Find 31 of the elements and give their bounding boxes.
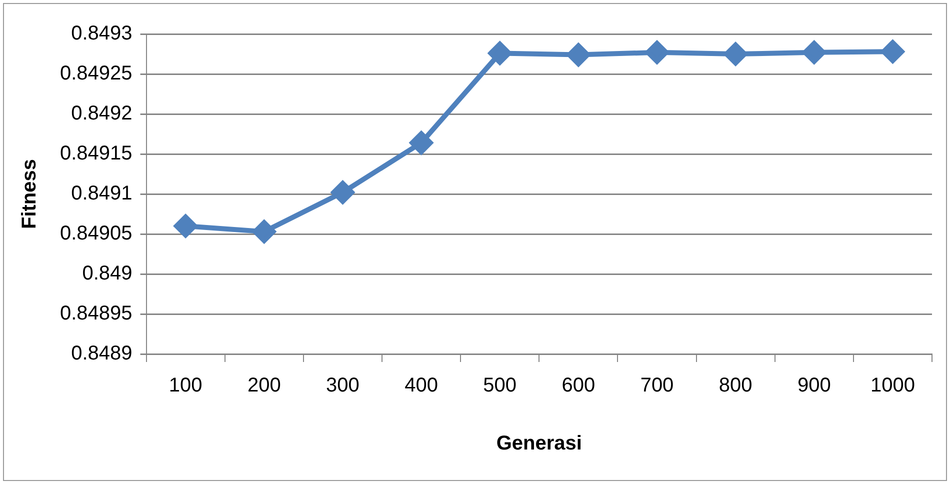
y-tick-label: 0.84925 [60, 62, 132, 85]
y-tick-label: 0.84915 [60, 142, 132, 165]
y-tick-label: 0.8492 [71, 102, 132, 125]
x-axis-title: Generasi [496, 432, 582, 455]
point [881, 40, 904, 64]
point [488, 42, 512, 65]
x-tick-label: 100 [168, 374, 202, 397]
point [646, 40, 669, 64]
x-tick-label: 200 [247, 374, 281, 397]
point [331, 180, 354, 204]
x-tick-label: 800 [718, 374, 752, 397]
x-tick-label: 1000 [870, 374, 915, 397]
x-tick-label: 400 [404, 374, 438, 397]
y-tick-label: 0.8489 [71, 342, 132, 365]
y-tick-label: 0.8491 [71, 182, 132, 205]
y-axis-title: Fitness [18, 158, 41, 230]
point [802, 40, 826, 64]
point [252, 220, 276, 244]
y-tick-label: 0.8493 [71, 22, 132, 45]
point [410, 131, 433, 154]
point [566, 43, 590, 66]
y-tick-label: 0.84895 [60, 302, 132, 325]
point [724, 42, 748, 66]
x-tick-label: 300 [326, 374, 360, 397]
y-tick-label: 0.849 [82, 262, 132, 285]
point [174, 214, 198, 238]
x-tick-label: 700 [640, 374, 674, 397]
x-tick-label: 900 [797, 374, 831, 397]
y-tick-label: 0.84905 [60, 222, 132, 245]
x-tick-label: 500 [483, 374, 517, 397]
x-tick-label: 600 [562, 374, 596, 397]
